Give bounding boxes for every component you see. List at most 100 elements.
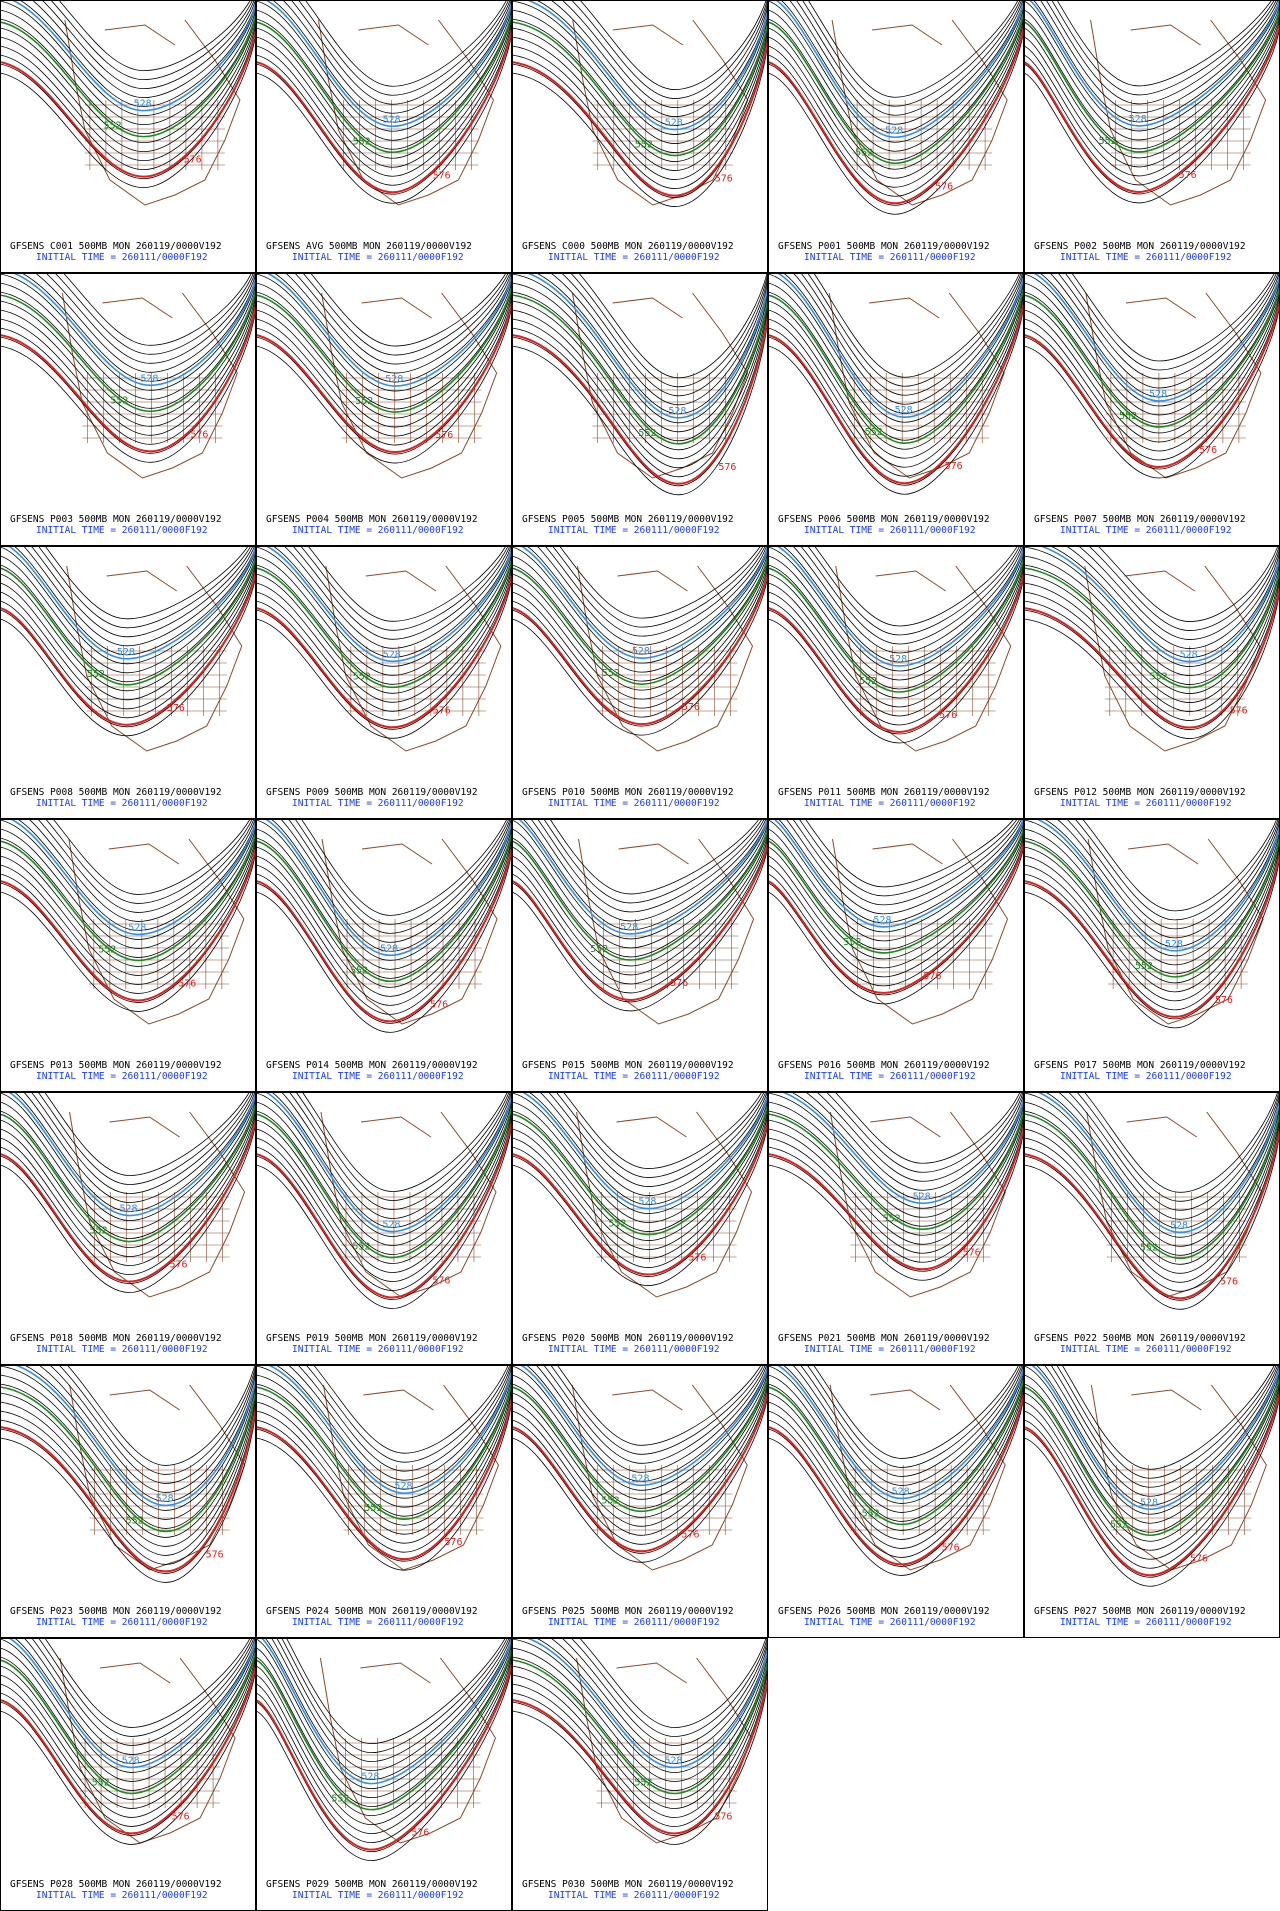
panel-init-time: INITIAL TIME = 260111/0000F192 xyxy=(1060,252,1232,263)
height-contour xyxy=(1024,554,1280,739)
coastline xyxy=(832,838,1009,1025)
panel-init-time: INITIAL TIME = 260111/0000F192 xyxy=(36,1617,208,1628)
height-contour xyxy=(768,273,1024,468)
panel-border xyxy=(768,273,1024,546)
height-contour xyxy=(512,550,768,682)
map-panel: 528 552 576 GFSENS P028 500MB MON 260119/00… xyxy=(0,1638,256,1911)
height-contour xyxy=(1024,546,1280,667)
height-contour xyxy=(1024,0,1280,132)
height-contour xyxy=(790,1092,1024,1200)
contour-552 xyxy=(768,1365,1024,1526)
panel-title: GFSENS P021 500MB MON 260119/0000V192 xyxy=(778,1333,990,1344)
panel-init-time: INITIAL TIME = 260111/0000F192 xyxy=(548,1071,720,1082)
height-contour xyxy=(0,1638,256,1773)
height-contour xyxy=(0,1645,256,1800)
height-contour xyxy=(550,1638,768,1755)
height-contour xyxy=(270,819,512,952)
panel-background xyxy=(1024,1365,1280,1638)
height-contour xyxy=(0,273,256,391)
coastline xyxy=(1090,1384,1267,1571)
map-panel: 528 552 576 GFSENS P024 500MB MON 260119/00… xyxy=(256,1365,512,1638)
panel-init-time: INITIAL TIME = 260111/0000F192 xyxy=(1060,1344,1232,1355)
panel-title: GFSENS P009 500MB MON 260119/0000V192 xyxy=(266,787,478,798)
panel-init-time: INITIAL TIME = 260111/0000F192 xyxy=(548,525,720,536)
contour-528 xyxy=(525,1638,768,1769)
contour-label: 528 xyxy=(394,1481,412,1492)
contour-528 xyxy=(10,0,256,112)
height-contour xyxy=(561,0,768,108)
coastline xyxy=(321,838,498,1025)
contour-label: 528 xyxy=(383,649,401,660)
height-contour xyxy=(256,1365,512,1544)
contour-label: 576 xyxy=(167,703,185,714)
contour-576 xyxy=(256,551,512,729)
height-contour xyxy=(34,273,256,373)
map-panel: 528 552 576 GFSENS P003 500MB MON 260119/00… xyxy=(0,273,256,546)
height-contour xyxy=(0,549,256,683)
height-contour xyxy=(768,547,1024,681)
height-contour xyxy=(1056,1365,1277,1479)
contour-label: 552 xyxy=(1119,411,1137,422)
height-contour xyxy=(1024,281,1280,479)
height-contour xyxy=(768,546,1024,708)
height-contour xyxy=(512,8,768,207)
height-contour xyxy=(768,0,1024,179)
height-contour xyxy=(1024,0,1280,168)
map-area: 528 552 576 xyxy=(256,1092,512,1309)
height-contour xyxy=(526,546,768,655)
height-contour xyxy=(0,3,256,126)
panel-title: GFSENS P027 500MB MON 260119/0000V192 xyxy=(1034,1606,1246,1617)
height-contour xyxy=(1061,1365,1275,1470)
height-contour xyxy=(0,0,256,162)
height-contour xyxy=(286,1638,506,1745)
contour-552 xyxy=(768,0,1024,165)
height-contour xyxy=(768,550,1024,690)
height-contour xyxy=(256,0,512,177)
height-contour xyxy=(44,1092,250,1176)
height-contour xyxy=(1044,1092,1280,1229)
height-contour xyxy=(512,827,768,1012)
height-contour xyxy=(1057,273,1279,380)
panel-background xyxy=(512,546,768,819)
contour-label: 552 xyxy=(1135,961,1153,972)
height-contour xyxy=(768,821,1024,951)
height-contour xyxy=(547,1092,766,1187)
height-contour xyxy=(795,0,1022,116)
height-contour xyxy=(287,1365,512,1481)
contour-label: 552 xyxy=(364,1503,382,1514)
height-contour xyxy=(512,282,768,433)
height-contour xyxy=(815,1092,1024,1182)
contour-528 xyxy=(519,1365,768,1487)
contour-528 xyxy=(520,1092,768,1210)
height-contour xyxy=(550,273,768,406)
height-contour xyxy=(813,1365,1020,1459)
map-area: 528 552 576 xyxy=(0,1365,256,1583)
contour-528 xyxy=(263,819,512,957)
height-contour xyxy=(0,279,256,400)
height-contour xyxy=(0,822,256,994)
panel-border xyxy=(0,1092,256,1365)
height-contour xyxy=(792,546,1024,654)
contour-label: 576 xyxy=(411,1828,429,1839)
contour-label: 576 xyxy=(1220,1276,1238,1287)
contour-label: 576 xyxy=(935,181,953,192)
height-contour xyxy=(768,1107,1024,1236)
height-contour xyxy=(0,0,256,153)
height-contour xyxy=(1024,1368,1280,1569)
height-contour xyxy=(799,1365,1023,1477)
map-panel: 528 552 576 GFSENS P019 500MB MON 260119/00… xyxy=(256,1092,512,1365)
height-contour xyxy=(1049,273,1280,389)
contour-label: 528 xyxy=(665,118,683,129)
panel-background xyxy=(1024,819,1280,1092)
contour-label: 576 xyxy=(945,461,963,472)
height-contour xyxy=(28,819,256,922)
height-contour xyxy=(1024,273,1280,443)
height-contour xyxy=(512,19,768,162)
map-area: 528 552 576 xyxy=(768,1365,1024,1576)
contour-552 xyxy=(768,546,1024,693)
height-contour xyxy=(1024,819,1280,993)
height-contour xyxy=(777,819,1024,924)
height-contour xyxy=(512,819,768,949)
contour-576 xyxy=(1024,278,1280,469)
contour-label: 576 xyxy=(435,430,453,441)
